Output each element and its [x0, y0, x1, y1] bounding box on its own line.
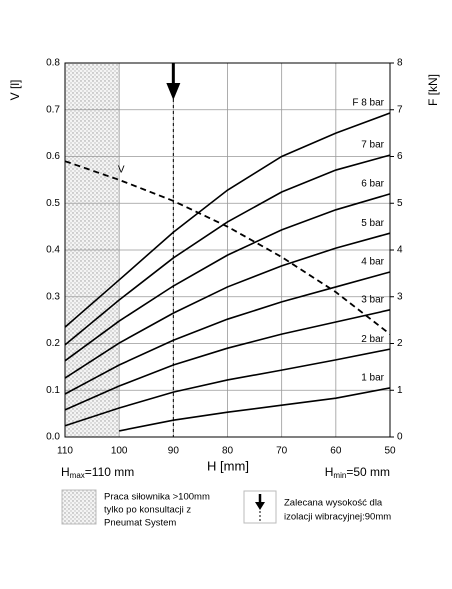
series-line: [64, 112, 391, 328]
series-line: [64, 309, 391, 411]
y2-tick-label: 3: [397, 291, 403, 302]
series-label: 2 bar: [361, 334, 384, 345]
x-tick-label: 110: [57, 446, 73, 457]
y2-tick-label: 6: [397, 151, 403, 162]
h-symbol: H: [325, 465, 334, 479]
y-axis-label: V [l]: [8, 80, 22, 101]
x-axis-label: H [mm]: [207, 458, 249, 473]
y2-tick-label: 5: [397, 198, 403, 209]
y-tick-label: 0.0: [46, 432, 60, 443]
y2-tick-label: 8: [397, 58, 403, 69]
arrow-note: izolacji wibracyjnej:90mm: [284, 512, 391, 523]
y-tick-label: 0.1: [46, 385, 60, 396]
h-subscript: max: [70, 471, 85, 480]
y2-tick-label: 2: [397, 338, 403, 349]
y-tick-label: 0.8: [46, 58, 60, 69]
y2-axis-label: F [kN]: [426, 74, 440, 106]
series-label: 1 bar: [361, 373, 384, 384]
hatch-legend-box: [61, 489, 97, 525]
h-limit-label: Hmin=50 mm: [325, 465, 390, 480]
series-line: [64, 193, 391, 362]
series-label: V: [118, 165, 125, 176]
series-label: 6 bar: [361, 179, 384, 190]
h-symbol: H: [61, 465, 70, 479]
h-value: =110 mm: [85, 465, 134, 479]
arrow-legend-head: [255, 502, 265, 510]
series-label: 5 bar: [361, 218, 384, 229]
arrow-note: Zalecana wysokość dla: [284, 498, 383, 509]
recommended-arrow-head: [166, 83, 181, 100]
y-tick-label: 0.7: [46, 104, 60, 115]
series-line: [64, 232, 391, 379]
series-label: 3 bar: [361, 294, 384, 305]
series-line: [64, 154, 391, 346]
x-tick-label: 100: [111, 446, 128, 457]
series-line: [119, 387, 391, 432]
series-label: F 8 bar: [352, 98, 384, 109]
hatch-note: tylko po konsultacji z: [104, 505, 191, 516]
y-tick-label: 0.5: [46, 198, 60, 209]
plot-frame: [64, 62, 391, 438]
y-tick-label: 0.3: [46, 291, 60, 302]
series-line: [64, 271, 391, 395]
series-label: 7 bar: [361, 140, 384, 151]
x-tick-label: 50: [384, 446, 396, 457]
x-tick-label: 90: [168, 446, 180, 457]
x-tick-label: 70: [276, 446, 288, 457]
hatch-note: Pneumat System: [104, 518, 176, 529]
y2-tick-label: 7: [397, 104, 403, 115]
series-line: [64, 160, 391, 335]
y2-tick-label: 1: [397, 385, 403, 396]
series-line: [64, 348, 391, 427]
x-tick-label: 60: [330, 446, 342, 457]
y-tick-label: 0.4: [46, 245, 60, 256]
hatch-note: Praca siłownika >100mm: [104, 492, 210, 503]
y2-tick-label: 0: [397, 432, 403, 443]
h-limit-label: Hmax=110 mm: [61, 465, 134, 480]
series-label: 4 bar: [361, 257, 384, 268]
y-tick-label: 0.2: [46, 338, 60, 349]
x-tick-label: 80: [222, 446, 234, 457]
y2-tick-label: 4: [397, 245, 403, 256]
h-subscript: min: [333, 471, 346, 480]
h-value: =50 mm: [346, 465, 390, 479]
y-tick-label: 0.6: [46, 151, 60, 162]
